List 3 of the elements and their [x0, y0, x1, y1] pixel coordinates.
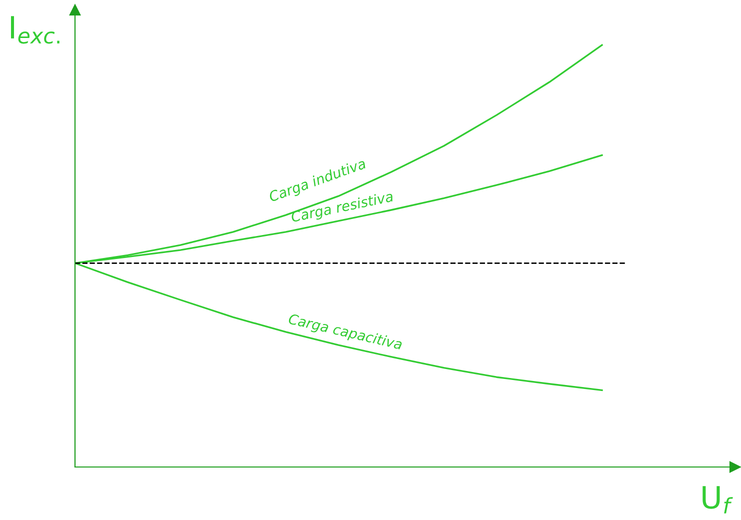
y-axis-title: I$_{exc.}$ — [11, 16, 60, 44]
text: Carga capacitiva — [288, 313, 403, 352]
x-axis-title: U$_{f}$ — [702, 486, 733, 514]
